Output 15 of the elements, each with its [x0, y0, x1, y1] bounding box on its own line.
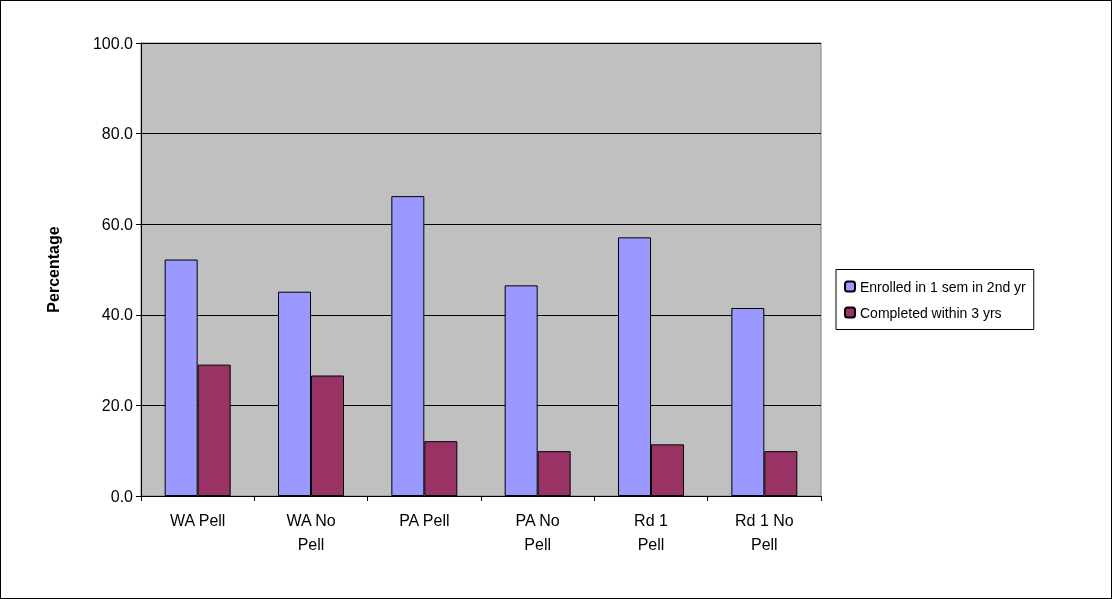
- x-tick-label: WA No Pell: [286, 511, 336, 553]
- x-tick-label: Rd 1 Pell: [634, 511, 668, 553]
- y-tick-label: 20.0: [101, 396, 134, 414]
- y-tick-label: 80.0: [101, 125, 134, 143]
- y-tick-label: 60.0: [101, 215, 134, 233]
- legend-label: Completed within 3 yrs: [860, 304, 1002, 321]
- x-tick-label: Rd 1 No Pell: [734, 511, 794, 553]
- y-tick-label: 100.0: [92, 34, 134, 52]
- x-tick-label: WA Pell: [169, 511, 226, 529]
- x-tick-label: PA Pell: [399, 511, 450, 529]
- y-axis-title: Percentage: [44, 226, 62, 313]
- y-tick-label: 0.0: [110, 487, 134, 505]
- legend-label: Enrolled in 1 sem in 2nd yr: [860, 278, 1027, 295]
- y-tick-label: 40.0: [101, 306, 134, 324]
- x-tick-label: PA No Pell: [515, 511, 560, 553]
